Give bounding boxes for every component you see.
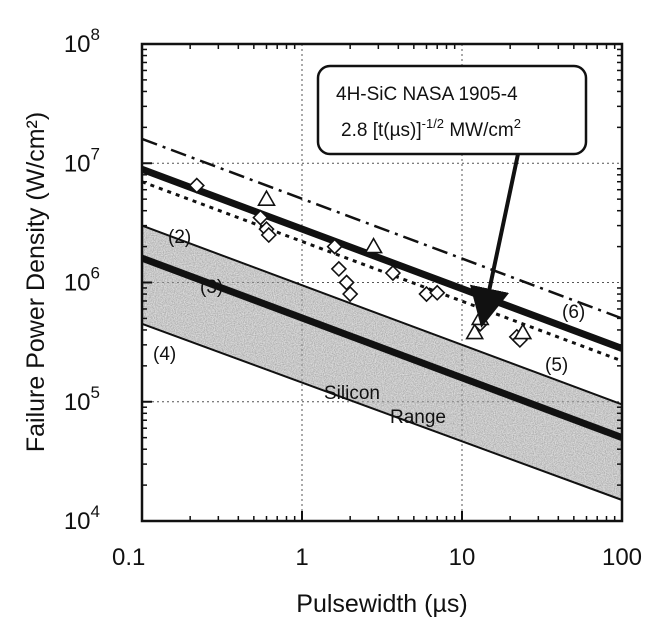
- triangle-point: [513, 322, 533, 340]
- y-tick-label: 104: [64, 502, 100, 535]
- label-series-3: (3): [200, 277, 223, 298]
- diamond-point: [326, 238, 343, 255]
- triangle-point: [465, 322, 485, 340]
- annotation-line2: 2.8 [t(µs)]-1/2 MW/cm2: [341, 116, 521, 141]
- label-series-6: (6): [562, 302, 585, 323]
- region-label-silicon: Silicon: [324, 383, 380, 404]
- series-lines: [142, 137, 622, 501]
- tick-labels: 0.1 1 10 100 104 105 106 107 108: [64, 25, 642, 571]
- label-series-2: (2): [168, 227, 191, 248]
- silicon-range-region: [142, 225, 622, 501]
- x-tick-label: 100: [602, 544, 642, 571]
- diamond-point: [260, 226, 277, 244]
- annotation-arrow: [469, 153, 520, 328]
- triangle-point: [364, 236, 383, 254]
- series-line-4: [142, 322, 622, 501]
- triangle-point: [257, 189, 276, 206]
- y-tick-label: 108: [64, 25, 100, 58]
- annotation-line1: 4H-SiC NASA 1905-4: [336, 84, 518, 105]
- region-label-range: Range: [390, 407, 446, 428]
- axis-ticks: [141, 43, 623, 522]
- diamond-point: [342, 285, 359, 303]
- series-line-fit: [142, 166, 622, 352]
- data-points: [188, 177, 533, 349]
- label-series-5: (5): [545, 355, 568, 376]
- y-tick-label: 106: [64, 264, 100, 297]
- diamond-point: [429, 284, 446, 301]
- diamond-point: [188, 177, 205, 194]
- x-tick-label: 1: [295, 544, 308, 571]
- diamond-point: [252, 209, 269, 226]
- x-tick-label: 0.1: [112, 544, 145, 571]
- x-axis-title: Pulsewidth (µs): [296, 590, 467, 618]
- y-tick-label: 107: [64, 144, 100, 177]
- label-series-4: (4): [153, 344, 176, 365]
- annotation-box: 4H-SiC NASA 1905-4 2.8 [t(µs)]-1/2 MW/cm…: [316, 64, 588, 156]
- series-line-3: [142, 254, 622, 441]
- series-line-6: [142, 137, 622, 320]
- series-line-2: [142, 224, 622, 406]
- diamond-point: [330, 260, 348, 278]
- diamond-point: [384, 264, 402, 282]
- y-axis-title: Failure Power Density (W/cm²): [22, 112, 50, 452]
- series-line-5: [142, 180, 622, 363]
- triangle-point: [470, 308, 490, 326]
- y-tick-label: 105: [64, 383, 100, 416]
- x-tick-label: 10: [449, 544, 476, 571]
- silicon-range-speckle: [142, 225, 622, 501]
